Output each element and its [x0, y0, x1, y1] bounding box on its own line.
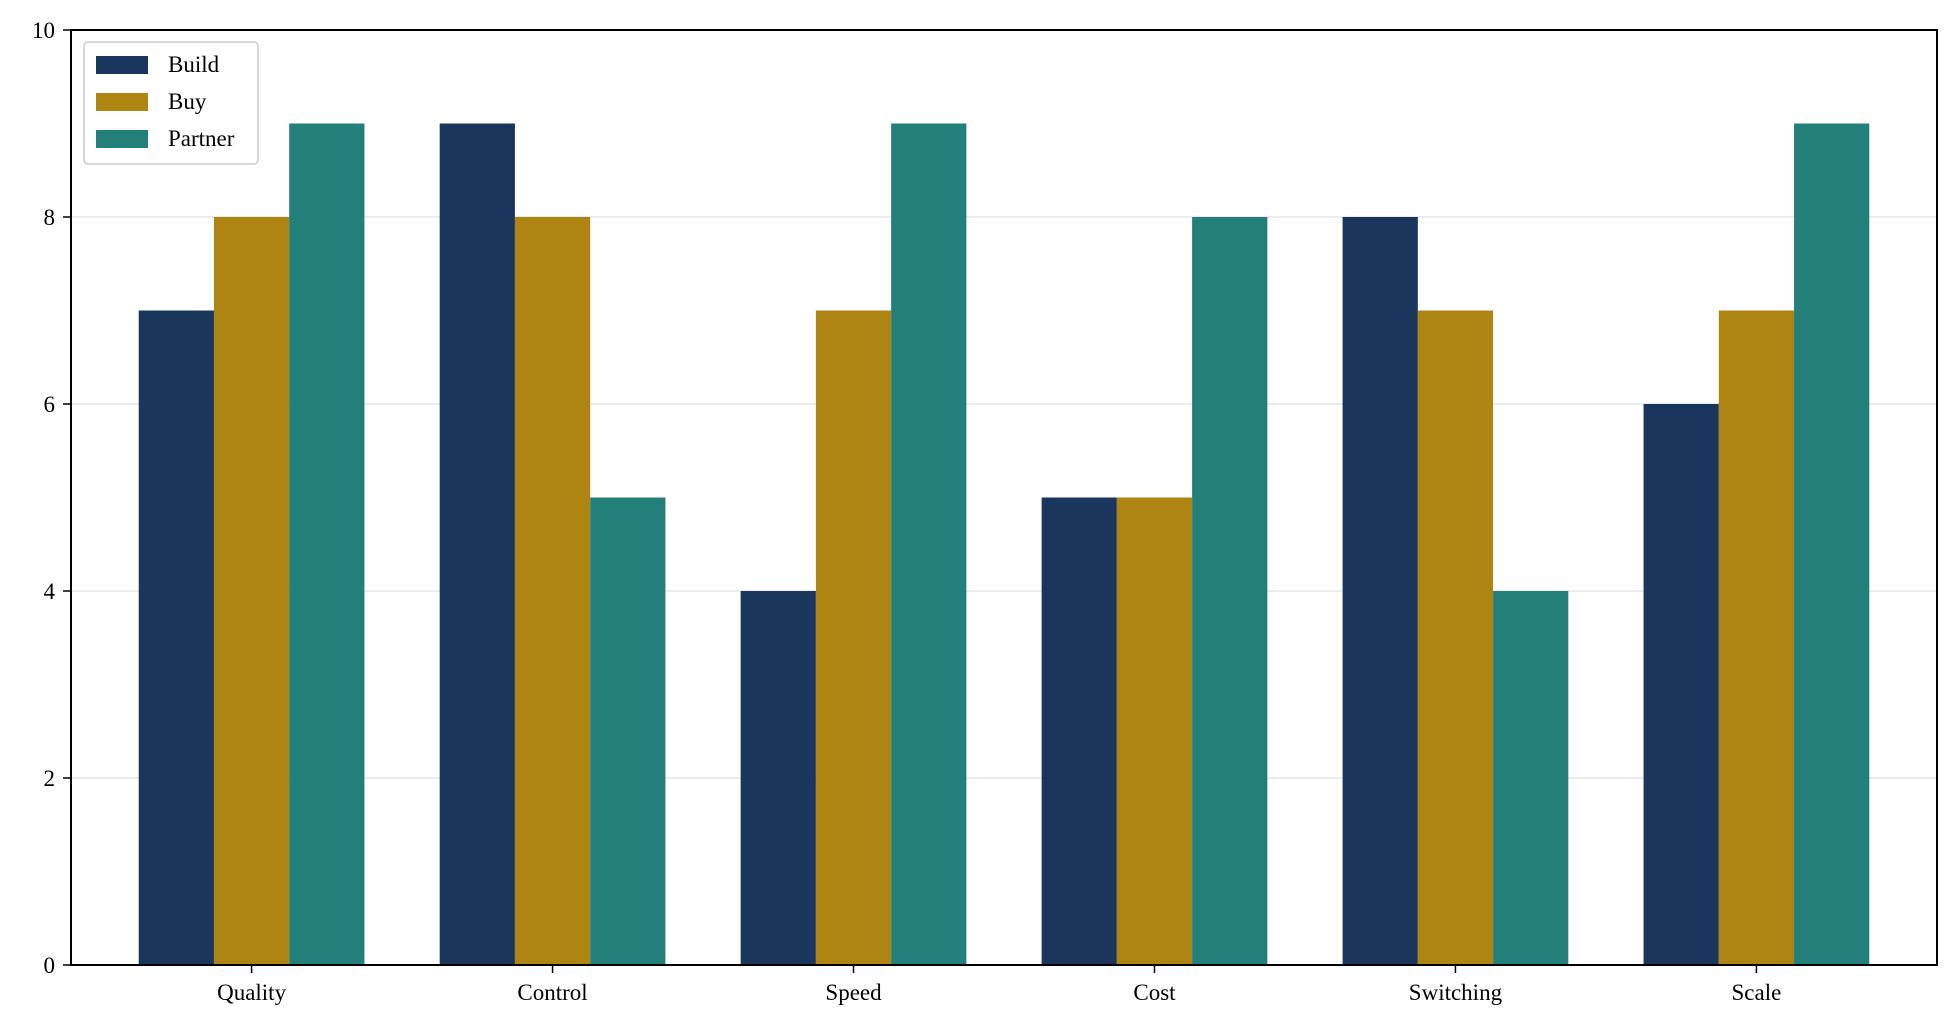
x-tick-label: Speed: [825, 980, 882, 1005]
y-tick-label: 0: [44, 953, 56, 978]
y-tick-label: 4: [44, 579, 56, 604]
bar-build-speed: [740, 591, 816, 965]
bar-buy-switching: [1417, 310, 1494, 965]
legend-label-partner: Partner: [168, 126, 235, 151]
y-tick-label: 8: [44, 205, 56, 230]
y-axis: 0 2 4 6 8 10: [32, 18, 71, 978]
bar-partner-speed: [891, 123, 967, 965]
x-tick-label: Cost: [1133, 980, 1176, 1005]
bar-build-control: [439, 123, 515, 965]
y-tick-label: 10: [32, 18, 55, 43]
x-tick-label: Scale: [1732, 980, 1782, 1005]
legend-swatch-buy: [96, 93, 148, 111]
bar-partner-cost: [1192, 217, 1268, 965]
bar-buy-speed: [815, 310, 892, 965]
bar-buy-scale: [1718, 310, 1795, 965]
bar-build-switching: [1342, 217, 1418, 965]
y-tick-label: 6: [44, 392, 56, 417]
x-tick-label: Quality: [217, 980, 286, 1005]
legend-label-buy: Buy: [168, 89, 207, 114]
x-tick-label: Control: [517, 980, 587, 1005]
bar-build-quality: [138, 310, 214, 965]
bar-buy-control: [514, 217, 591, 965]
bar-buy-cost: [1116, 497, 1193, 965]
bar-partner-switching: [1493, 591, 1569, 965]
x-tick-label: Switching: [1409, 980, 1503, 1005]
bar-partner-scale: [1794, 123, 1870, 965]
legend-swatch-build: [96, 56, 148, 74]
bar-buy-quality: [213, 217, 290, 965]
bars: [138, 123, 1870, 965]
x-axis: Quality Control Speed Cost Switching Scale: [217, 965, 1781, 1005]
grid-lines: [71, 216, 1937, 779]
bar-partner-quality: [289, 123, 365, 965]
plot-frame: [70, 29, 1938, 966]
y-tick-label: 2: [44, 766, 56, 791]
legend-swatch-partner: [96, 130, 148, 148]
legend: Build Buy Partner: [83, 41, 259, 165]
bar-partner-control: [590, 497, 666, 965]
legend-label-build: Build: [168, 52, 220, 77]
bar-build-cost: [1041, 497, 1117, 965]
bar-build-scale: [1643, 404, 1719, 965]
